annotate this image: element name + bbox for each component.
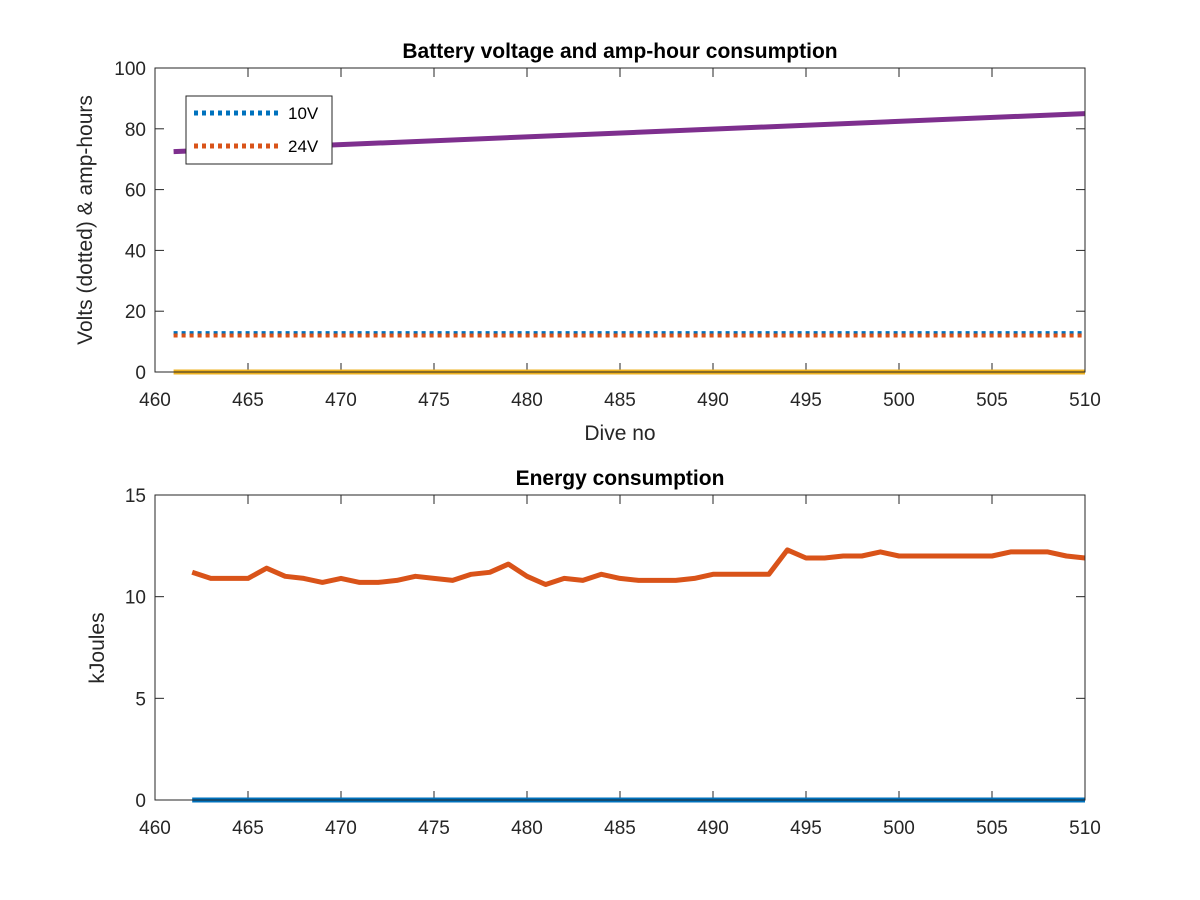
voltage-y-tick-label: 0 — [135, 363, 146, 384]
voltage-x-tick-label: 490 — [697, 390, 729, 411]
plot-area-border-energy — [154, 494, 1086, 801]
energy-y-tick-label: 5 — [135, 689, 146, 710]
voltage-x-tick-label: 495 — [790, 390, 822, 411]
voltage-y-tick-label: 100 — [114, 59, 146, 80]
legend: 10V 24V — [185, 95, 333, 165]
y-axis-label-voltage: Volts (dotted) & amp-hours — [74, 95, 97, 345]
energy-y-tick-label: 10 — [125, 588, 146, 609]
voltage-x-tick-label: 510 — [1069, 390, 1101, 411]
energy-x-tick-label: 480 — [511, 818, 543, 839]
voltage-y-tick-label: 20 — [125, 302, 146, 323]
energy-x-tick-label: 460 — [139, 818, 171, 839]
plot-area-border-voltage — [154, 67, 1086, 373]
legend-label-10v: 10V — [288, 104, 319, 123]
chart-title-voltage: Battery voltage and amp-hour consumption — [402, 40, 837, 63]
energy-x-tick-label: 505 — [976, 818, 1008, 839]
voltage-x-tick-label: 475 — [418, 390, 450, 411]
energy-y-tick-label: 0 — [135, 791, 146, 812]
chart-title-energy: Energy consumption — [516, 467, 725, 490]
voltage-y-tick-label: 40 — [125, 241, 146, 262]
voltage-x-tick-label: 500 — [883, 390, 915, 411]
voltage-amphour-axes: Battery voltage and amp-hour consumption… — [74, 40, 1101, 445]
voltage-y-tick-label: 60 — [125, 181, 146, 202]
energy-orange-line — [191, 547, 1086, 587]
voltage-x-tick-label: 485 — [604, 390, 636, 411]
energy-x-tick-label: 500 — [883, 818, 915, 839]
energy-axes: Energy consumption kJoules 460 465 470 475 4… — [86, 467, 1101, 839]
voltage-y-tick-label: 80 — [125, 120, 146, 141]
voltage-x-tick-label: 465 — [232, 390, 264, 411]
y-axis-label-energy: kJoules — [86, 612, 109, 683]
energy-x-tick-label: 465 — [232, 818, 264, 839]
energy-x-tick-label: 475 — [418, 818, 450, 839]
energy-x-tick-label: 470 — [325, 818, 357, 839]
energy-x-tick-label: 495 — [790, 818, 822, 839]
energy-x-tick-label: 485 — [604, 818, 636, 839]
energy-x-tick-label: 510 — [1069, 818, 1101, 839]
voltage-x-tick-label: 460 — [139, 390, 171, 411]
x-axis-label-voltage: Dive no — [584, 422, 655, 445]
legend-box — [185, 95, 333, 165]
energy-y-tick-label: 15 — [125, 486, 146, 507]
legend-label-24v: 24V — [288, 137, 319, 156]
voltage-x-tick-label: 480 — [511, 390, 543, 411]
energy-x-tick-label: 490 — [697, 818, 729, 839]
voltage-x-tick-label: 470 — [325, 390, 357, 411]
voltage-x-tick-label: 505 — [976, 390, 1008, 411]
